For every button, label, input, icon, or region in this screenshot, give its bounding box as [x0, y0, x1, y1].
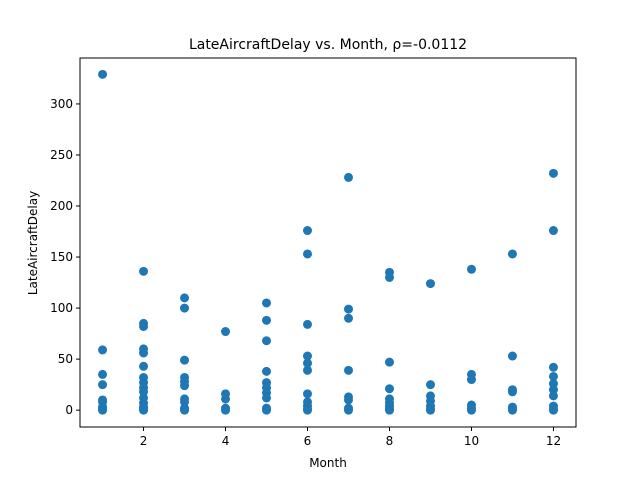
y-tick-label: 100: [50, 301, 73, 315]
data-point: [139, 266, 149, 276]
data-point: [548, 362, 558, 372]
data-point: [262, 405, 272, 415]
data-point: [425, 405, 435, 415]
data-point: [98, 380, 108, 390]
x-tick-label: 12: [546, 434, 561, 448]
data-point: [344, 395, 353, 405]
data-point: [180, 381, 190, 391]
data-point: [180, 303, 190, 313]
data-point: [344, 304, 353, 314]
data-point: [180, 405, 190, 415]
data-point: [303, 365, 312, 375]
data-point: [548, 371, 558, 381]
data-point: [221, 394, 231, 404]
y-tick-label: 150: [50, 250, 73, 264]
y-axis-label: LateAircraftDelay: [26, 191, 40, 295]
data-point: [139, 361, 149, 371]
data-point: [344, 365, 353, 375]
data-point: [425, 380, 435, 390]
data-point: [98, 369, 108, 379]
data-point: [303, 351, 312, 361]
y-tick-label: 50: [58, 352, 73, 366]
y-tick-label: 0: [65, 403, 73, 417]
data-point: [262, 336, 272, 346]
x-tick-label: 10: [464, 434, 479, 448]
data-points: [98, 69, 558, 415]
data-point: [139, 321, 149, 331]
data-point: [262, 298, 272, 308]
data-point: [262, 393, 272, 403]
x-tick-label: 2: [140, 434, 148, 448]
y-tick-label: 200: [50, 199, 73, 213]
data-point: [221, 327, 231, 337]
plot-frame: [79, 57, 577, 428]
data-point: [507, 351, 517, 361]
y-tick-label: 300: [50, 97, 73, 111]
data-point: [548, 405, 558, 415]
x-tick-label: 8: [386, 434, 394, 448]
data-point: [344, 172, 353, 182]
data-point: [221, 405, 231, 415]
data-point: [548, 168, 558, 178]
data-point: [384, 384, 394, 394]
y-axis-ticks: 0 50 100 150 200 250 300: [50, 97, 80, 417]
data-point: [303, 405, 312, 415]
data-point: [180, 293, 190, 303]
data-point: [425, 279, 435, 289]
data-point: [180, 355, 190, 365]
x-axis-ticks: 2 4 6 8 10 12: [140, 427, 561, 448]
data-point: [303, 358, 312, 368]
data-point: [98, 69, 108, 79]
data-point: [303, 389, 312, 399]
chart-title: LateAircraftDelay vs. Month, ρ=-0.0112: [189, 37, 467, 53]
data-point: [344, 405, 353, 415]
data-point: [344, 313, 353, 323]
data-point: [262, 315, 272, 325]
data-point: [466, 375, 476, 385]
x-tick-label: 4: [222, 434, 230, 448]
data-point: [98, 345, 108, 355]
data-point: [507, 387, 517, 397]
data-point: [98, 405, 108, 415]
data-point: [139, 405, 149, 415]
x-tick-label: 6: [304, 434, 312, 448]
data-point: [548, 391, 558, 401]
data-point: [384, 272, 394, 282]
data-point: [466, 405, 476, 415]
data-point: [303, 319, 312, 329]
data-point: [507, 249, 517, 259]
data-point: [303, 226, 312, 236]
data-point: [262, 366, 272, 376]
data-point: [384, 405, 394, 415]
data-point: [548, 226, 558, 236]
x-axis-label: Month: [309, 456, 347, 470]
data-point: [139, 348, 149, 358]
data-point: [303, 249, 312, 259]
y-tick-label: 250: [50, 148, 73, 162]
data-point: [384, 357, 394, 367]
data-point: [507, 405, 517, 415]
data-point: [466, 264, 476, 274]
